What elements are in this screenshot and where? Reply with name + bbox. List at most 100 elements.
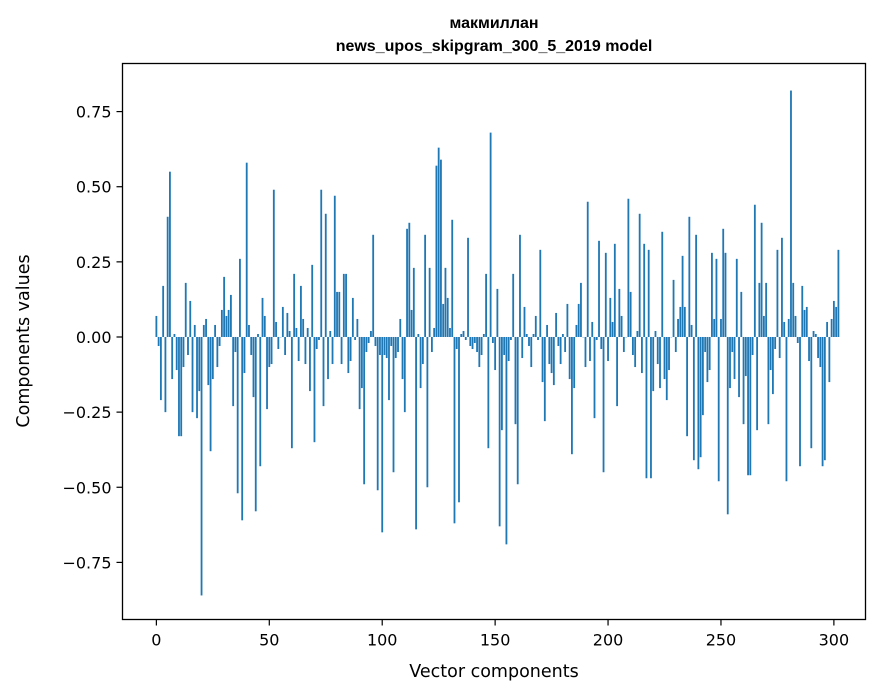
bar xyxy=(200,336,203,596)
bar xyxy=(340,336,343,365)
bar xyxy=(769,336,772,371)
bar xyxy=(613,243,616,337)
bar xyxy=(164,336,167,413)
x-tick-label: 0 xyxy=(151,631,161,650)
bar xyxy=(772,336,774,395)
bar xyxy=(410,309,413,337)
bar xyxy=(720,318,722,337)
bar xyxy=(711,252,713,337)
bar xyxy=(717,336,720,482)
x-tick-label: 100 xyxy=(367,631,398,650)
bar xyxy=(175,336,178,371)
bar xyxy=(435,165,438,337)
bar xyxy=(677,318,679,337)
bar xyxy=(421,336,424,365)
bar xyxy=(826,321,829,337)
bar xyxy=(277,336,280,350)
bar xyxy=(218,336,221,347)
y-axis-label: Components values xyxy=(14,254,34,427)
bar xyxy=(749,336,752,476)
chart-title: макмиллан xyxy=(449,15,538,32)
bar xyxy=(230,294,232,337)
bar xyxy=(209,336,212,452)
bar xyxy=(178,336,180,437)
bar xyxy=(446,297,449,337)
y-tick-label: 0.00 xyxy=(76,328,112,347)
bar xyxy=(295,327,298,337)
bar xyxy=(467,237,469,337)
bar xyxy=(318,336,320,340)
bar xyxy=(803,309,806,337)
bar xyxy=(286,312,289,337)
bar xyxy=(159,336,162,401)
bar xyxy=(342,273,345,337)
bar xyxy=(379,336,381,356)
bar xyxy=(537,336,539,340)
bar xyxy=(473,336,476,343)
bar xyxy=(485,273,487,337)
bar xyxy=(216,336,219,368)
bar xyxy=(620,315,623,337)
bar xyxy=(376,336,379,491)
bar xyxy=(315,336,318,350)
bar xyxy=(403,336,406,413)
bar xyxy=(692,336,695,461)
bar xyxy=(173,333,176,337)
bar xyxy=(505,336,508,545)
bar xyxy=(471,336,474,350)
bar xyxy=(530,336,533,368)
bar xyxy=(455,336,458,350)
bar xyxy=(643,243,646,337)
bar xyxy=(819,336,822,368)
bar xyxy=(805,306,808,337)
bar xyxy=(381,336,384,533)
bar xyxy=(650,336,652,479)
bar xyxy=(564,336,567,353)
bar xyxy=(580,282,582,337)
bar xyxy=(311,264,314,337)
bar xyxy=(543,336,546,422)
bar xyxy=(227,309,230,337)
bar xyxy=(309,336,311,392)
bar xyxy=(198,336,201,392)
bar xyxy=(618,288,621,337)
bar xyxy=(810,336,813,449)
bar xyxy=(713,318,716,337)
bar xyxy=(331,336,334,365)
bar xyxy=(252,336,255,398)
bar xyxy=(207,336,210,386)
bar xyxy=(320,189,323,337)
bar xyxy=(171,336,174,380)
bar xyxy=(699,336,702,458)
y-tick-label: −0.75 xyxy=(62,553,111,572)
bar xyxy=(808,336,810,362)
bar xyxy=(487,336,490,449)
y-axis-ticks: −0.75 −0.50 −0.25 0.00 0.25 0.50 0.75 xyxy=(62,103,123,572)
bar xyxy=(821,336,824,467)
bar xyxy=(523,306,526,337)
bar xyxy=(663,336,666,380)
bar xyxy=(503,336,506,356)
bar xyxy=(661,231,664,337)
bar xyxy=(189,300,192,337)
bar xyxy=(476,336,478,353)
bar xyxy=(629,291,632,337)
bar xyxy=(293,273,296,337)
bar xyxy=(659,336,661,389)
bar xyxy=(729,336,731,389)
bar xyxy=(706,336,709,383)
bar xyxy=(634,336,637,368)
bar xyxy=(225,315,228,337)
bar xyxy=(408,222,411,337)
bar xyxy=(245,162,248,337)
bar xyxy=(166,216,169,337)
bar xyxy=(672,279,675,337)
bar xyxy=(399,318,402,337)
bar xyxy=(609,297,612,337)
bar xyxy=(268,336,271,368)
bar xyxy=(478,336,481,368)
x-tick-label: 150 xyxy=(480,631,511,650)
bar xyxy=(412,267,415,337)
bar xyxy=(519,234,521,337)
bar xyxy=(521,336,524,359)
